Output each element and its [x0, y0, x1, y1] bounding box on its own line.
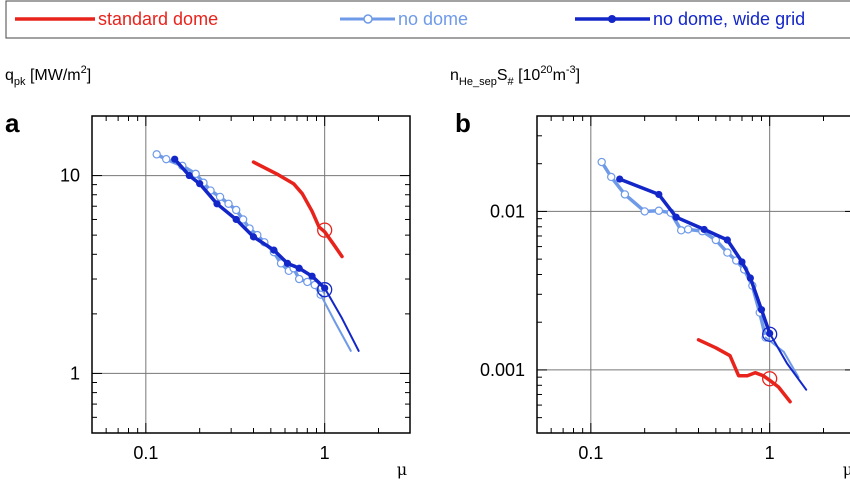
- legend-item-no-dome: no dome: [340, 9, 468, 29]
- panel-b-series-no-dome-point-2: [620, 190, 630, 199]
- panel-b-frame: [536, 115, 850, 434]
- panel-b-series-no-dome-wide-grid-point-7: [757, 306, 766, 314]
- panel-b-xtick-label-0: 0.1: [578, 443, 603, 463]
- panel-b-series-no-dome-line-3: [764, 336, 800, 379]
- panel-b-series-no-dome-wide-grid-point-5: [738, 258, 746, 266]
- panel-a-series-no-dome-point-0: [152, 150, 161, 159]
- panel-a-series-no-dome-point-18: [303, 277, 312, 287]
- legend-marker-no-dome-wide-grid: [608, 15, 616, 23]
- panel-a-series-no-dome-wide-grid-point-1: [185, 171, 193, 180]
- legend-label-standard-dome: standard dome: [98, 9, 218, 29]
- panel-b-series-no-dome-line-2: [599, 160, 768, 340]
- legend-marker-no-dome: [363, 14, 373, 24]
- panel-a-series-standard-dome-line-0: [251, 160, 344, 259]
- panel-a-series-no-dome-point-8: [231, 205, 241, 215]
- panel-a-series-no-dome-wide-grid-point-3: [213, 200, 221, 208]
- panel-a-ylabel-sup: 2: [81, 64, 87, 76]
- panel-b-ytick-label-0: 0.001: [480, 360, 525, 380]
- panel-b-series-no-dome-wide-grid-point-1: [655, 190, 663, 199]
- panel-b-ylabel-unit: [10: [514, 67, 541, 84]
- panel-b-series-no-dome-point-10: [723, 248, 732, 257]
- legend-label-no-dome: no dome: [398, 9, 468, 29]
- panel-b-ylabel-sub: He_sep: [459, 76, 497, 88]
- panel-b-series-no-dome-wide-grid-point-2: [672, 213, 680, 221]
- panel-a-series-no-dome-wide-grid-point-2: [196, 180, 204, 188]
- panel-a-series-standard-dome-circled-point: [317, 222, 333, 238]
- panel-a-ylabel: qpk [MW/m2]: [5, 64, 91, 88]
- panel-b-series-no-dome-wide-grid-point-3: [700, 225, 708, 234]
- panel-a-xtick-label-0: 0.1: [133, 443, 158, 463]
- panel-a-xlabel: μ: [397, 460, 407, 479]
- panel-a-series-no-dome-wide-grid-point-7: [283, 259, 292, 267]
- panel-a-ytick-label-0: 1: [70, 363, 80, 383]
- panel-b-ylabel-close: ]: [576, 67, 580, 84]
- panel-a-series-no-dome-wide-grid-point-0: [171, 155, 179, 163]
- panel-a-series-no-dome-wide-grid-circled-point: [317, 282, 333, 298]
- panel-b-xlabel: μ: [843, 460, 850, 479]
- panel-a-frame: [91, 115, 411, 434]
- panel-b-series-no-dome-point-4: [654, 206, 664, 215]
- panel-a-ylabel-main: q: [5, 67, 14, 84]
- panel-a-series-no-dome-line-3: [319, 293, 352, 352]
- panel-a-series-no-dome-point-17: [294, 274, 304, 284]
- panel-a-series-no-dome-wide-grid-point-4: [232, 215, 240, 224]
- legend-box: [5, 0, 850, 39]
- panel-a-series-no-dome-point-1: [162, 154, 171, 164]
- panel-b-letter: b: [455, 108, 471, 138]
- panel-b-series-no-dome-point-1: [607, 172, 616, 182]
- legend-label-no-dome-wide-grid: no dome, wide grid: [653, 9, 805, 29]
- panel-b-ylabel-mid: S: [497, 67, 508, 84]
- panel-a-series-no-dome-wide-grid-point-5: [249, 233, 258, 241]
- panel-b-series-no-dome-point-6: [676, 226, 686, 235]
- panel-b-ylabel-main: n: [450, 67, 459, 84]
- panel-b-ylabel-sup2: -3: [566, 64, 576, 76]
- panel-a-letter: a: [5, 108, 20, 138]
- legend: standard dome no dome no dome, wide grid: [5, 0, 850, 39]
- panel-a-xtick-label-1: 1: [320, 443, 330, 463]
- panel-b-series-no-dome-wide-grid-line-5: [768, 332, 808, 391]
- panel-a-series-no-dome-point-6: [215, 192, 225, 202]
- panel-b-series-no-dome-wide-grid-line-4: [617, 177, 772, 336]
- panel-a-series-no-dome-point-3: [191, 169, 200, 179]
- panel-b-ytick-label-1: 0.01: [490, 201, 525, 221]
- panel-a-ytick-label-1: 10: [60, 166, 80, 186]
- panel-b-ylabel-unit2: m: [553, 67, 566, 84]
- panel-b-ylabel-sub2: #: [508, 76, 515, 88]
- panel-b-ylabel-sup: 20: [540, 64, 552, 76]
- panel-b-series-standard-dome-circled-point: [762, 371, 778, 387]
- panel-a-series-no-dome-point-7: [224, 199, 233, 208]
- panel-a-series-no-dome-wide-grid-point-6: [270, 246, 278, 254]
- panel-b-series-no-dome-wide-grid-circled-point: [762, 326, 778, 342]
- panel-a-series-no-dome-wide-grid-point-8: [295, 264, 303, 272]
- panel-a-ylabel-close: ]: [87, 67, 91, 84]
- panel-b-series-no-dome-point-0: [597, 157, 606, 167]
- panel-b-series-standard-dome-line-0: [696, 338, 792, 404]
- panel-a-series-no-dome-point-19: [310, 280, 319, 290]
- panel-a-plot: 0.1 1 1 10 μ: [60, 115, 411, 479]
- panel-a-ylabel-sub: pk: [14, 76, 26, 88]
- panel-b-xtick-label-1: 1: [765, 443, 775, 463]
- panel-b-series-no-dome-point-7: [683, 225, 693, 234]
- panel-a-series-no-dome-wide-grid-line-5: [323, 287, 360, 352]
- panel-b-plot: 0.1 1 0.001 0.01 μ: [480, 115, 850, 479]
- panel-b-series-no-dome-wide-grid-point-4: [723, 236, 731, 244]
- panel-b-series-no-dome-wide-grid-point-6: [746, 274, 754, 282]
- panel-a-series-no-dome-wide-grid-point-9: [308, 272, 316, 280]
- legend-item-no-dome-wide-grid: no dome, wide grid: [575, 9, 805, 29]
- legend-item-standard-dome: standard dome: [15, 9, 218, 29]
- panel-a-ylabel-unit: [MW/m: [26, 67, 81, 84]
- panel-b-series-no-dome-wide-grid-point-0: [616, 175, 624, 183]
- panel-b-ylabel: nHe_sepS# [1020m-3]: [450, 64, 580, 88]
- panel-b-series-no-dome-point-3: [640, 207, 649, 216]
